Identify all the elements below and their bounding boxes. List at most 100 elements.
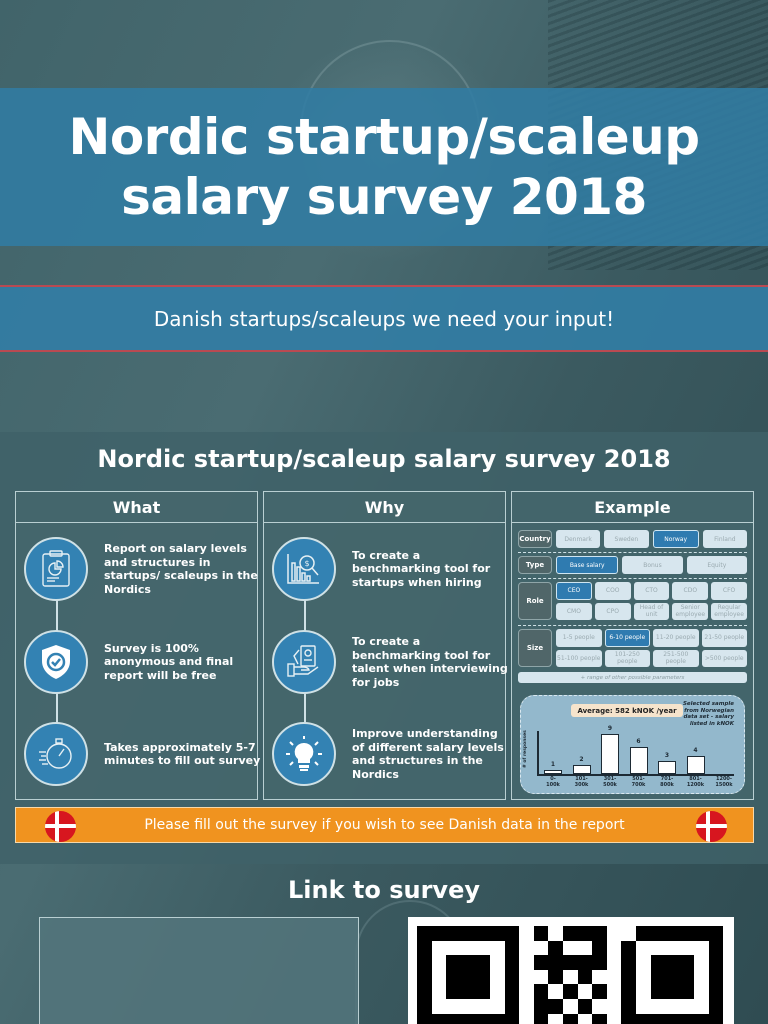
- role-option-cto[interactable]: CTO: [633, 582, 670, 600]
- why-item-startups: $ To create a benchmarking tool for star…: [272, 537, 512, 601]
- histogram-bar-slot: 9 301- 500k: [601, 696, 619, 788]
- size-option-1-5[interactable]: 1-5 people: [556, 629, 602, 647]
- denmark-flag-icon: [45, 811, 76, 842]
- what-item-duration: Takes approximately 5-7 minutes to fill …: [24, 722, 264, 786]
- histogram-bar: [544, 769, 562, 774]
- x-tick-label: 501- 700k: [631, 776, 646, 788]
- country-option-sweden[interactable]: Sweden: [604, 530, 649, 548]
- histogram-bar-slot: 1 0- 100k: [544, 696, 562, 788]
- country-row: Country Denmark Sweden Norway Finland: [518, 530, 747, 548]
- report-clipboard-icon: [24, 537, 88, 601]
- size-option-11-20[interactable]: 11-20 people: [653, 629, 699, 647]
- histogram-bar: [601, 734, 619, 774]
- qr-code-modules: [417, 926, 725, 1024]
- y-axis-label: # of responses: [523, 730, 528, 768]
- x-tick-label: 701- 800k: [660, 776, 674, 788]
- chart-magnifier-icon: $: [272, 537, 336, 601]
- histogram-bar-slot: 1200- 1500k: [715, 696, 733, 788]
- role-option-regular-employee[interactable]: Regular employee: [711, 602, 747, 620]
- bar-value-label: 2: [579, 756, 584, 764]
- bar-value-label: 3: [664, 751, 670, 759]
- survey-link-box[interactable]: [39, 917, 359, 1024]
- connector-line: [304, 592, 306, 642]
- size-option-251-500[interactable]: 251-500 people: [653, 649, 699, 667]
- histogram-bar-slot: 3 701- 800k: [658, 696, 676, 788]
- link-title: Link to survey: [287, 876, 480, 904]
- size-label: Size: [518, 629, 552, 667]
- role-row: Role CEO COO CTO CDO CFO CMO CPO Head of…: [518, 582, 747, 620]
- divider: [518, 578, 747, 579]
- size-row: Size 1-5 people 6-10 people 11-20 people…: [518, 629, 747, 667]
- cta-banner[interactable]: Please fill out the survey if you wish t…: [15, 807, 754, 843]
- histogram-bar: [686, 756, 705, 774]
- bar-value-label: 1: [550, 760, 556, 768]
- bars-area: 1 0- 100k 2 101- 300k 9 301- 500k 6 501- 700k 3 7…: [541, 696, 734, 788]
- shield-check-icon: [24, 630, 88, 694]
- bar-value-label: 4: [693, 747, 698, 755]
- country-label: Country: [518, 530, 552, 548]
- role-option-coo[interactable]: COO: [594, 582, 631, 600]
- denmark-flag-icon: [696, 811, 727, 842]
- role-option-senior-employee[interactable]: Senior employee: [672, 602, 709, 620]
- role-option-cmo[interactable]: CMO: [556, 602, 592, 620]
- sub-banner-text: Danish startups/scaleups we need your in…: [153, 306, 615, 331]
- size-option-500-plus[interactable]: >500 people: [701, 649, 747, 667]
- what-item-text: Takes approximately 5-7 minutes to fill …: [104, 740, 261, 768]
- why-column: Why $ To create a benchmarking tool for …: [263, 491, 508, 800]
- size-option-21-50[interactable]: 21-50 people: [701, 629, 747, 647]
- country-option-finland[interactable]: Finland: [702, 530, 747, 548]
- role-label: Role: [518, 582, 552, 620]
- type-option-equity[interactable]: Equity: [686, 556, 747, 574]
- average-label: Average: 582 kNOK /year: [571, 704, 683, 717]
- hero-banner: Nordic startup/scaleup salary survey 201…: [0, 88, 768, 246]
- what-item-anonymous: Survey is 100% anonymous and final repor…: [24, 630, 264, 694]
- why-heading: Why: [264, 492, 505, 523]
- why-item-text: Improve understanding of different salar…: [352, 727, 504, 781]
- what-item-text: Report on salary levels and structures i…: [104, 542, 258, 596]
- role-option-cdo[interactable]: CDO: [672, 582, 709, 600]
- role-option-ceo[interactable]: CEO: [556, 582, 592, 600]
- histogram-bar-slot: 4 801- 1200k: [686, 696, 705, 788]
- histogram-bar-slot: 2 101- 300k: [572, 696, 591, 788]
- hand-cv-icon: [272, 630, 336, 694]
- connector-line: [56, 592, 58, 642]
- histogram-bar: [572, 765, 591, 774]
- histogram-bar-slot: 6 501- 700k: [629, 696, 648, 788]
- cta-text: Please fill out the survey if you wish t…: [144, 817, 625, 833]
- x-tick-label: 801- 1200k: [686, 776, 705, 788]
- size-option-51-100[interactable]: 51-100 people: [556, 649, 602, 667]
- divider: [518, 625, 747, 626]
- chart-annotation: Selected sample from Norwegian data set …: [682, 701, 734, 727]
- size-option-6-10[interactable]: 6-10 people: [604, 629, 650, 647]
- why-item-talent: To create a benchmarking tool for talent…: [272, 630, 512, 694]
- x-tick-label: 301- 500k: [603, 776, 617, 788]
- role-option-cfo[interactable]: CFO: [711, 582, 747, 600]
- why-item-text: To create a benchmarking tool for startu…: [352, 548, 491, 589]
- x-tick-label: 101- 300k: [574, 776, 589, 788]
- x-tick-label: 0- 100k: [546, 776, 560, 788]
- role-option-cpo[interactable]: CPO: [594, 602, 631, 620]
- connector-line: [304, 686, 306, 726]
- why-item-text: To create a benchmarking tool for talent…: [352, 635, 508, 689]
- what-column: What Report on salary levels and structu…: [15, 491, 260, 800]
- example-column: Example Country Denmark Sweden Norway Fi…: [511, 491, 754, 800]
- histogram-bar: [629, 747, 648, 774]
- why-item-understanding: Improve understanding of different salar…: [272, 722, 512, 786]
- type-option-bonus[interactable]: Bonus: [622, 556, 683, 574]
- hero-title-line1: Nordic startup/scaleup: [68, 108, 700, 166]
- section-title: Nordic startup/scaleup salary survey 201…: [97, 445, 671, 473]
- what-item-text: Survey is 100% anonymous and final repor…: [104, 641, 234, 682]
- type-option-base-salary[interactable]: Base salary: [556, 556, 619, 574]
- country-option-norway[interactable]: Norway: [652, 530, 699, 548]
- what-heading: What: [16, 492, 257, 523]
- role-option-head-of-unit[interactable]: Head of unit: [633, 602, 670, 620]
- bar-value-label: 9: [607, 725, 613, 732]
- size-option-101-250[interactable]: 101-250 people: [604, 649, 650, 667]
- example-heading: Example: [512, 492, 753, 523]
- y-axis: [537, 731, 539, 774]
- qr-code[interactable]: [408, 917, 734, 1024]
- type-label: Type: [518, 556, 552, 574]
- stopwatch-icon: [24, 722, 88, 786]
- country-option-denmark[interactable]: Denmark: [556, 530, 601, 548]
- range-note: + range of other possible parameters: [518, 672, 747, 683]
